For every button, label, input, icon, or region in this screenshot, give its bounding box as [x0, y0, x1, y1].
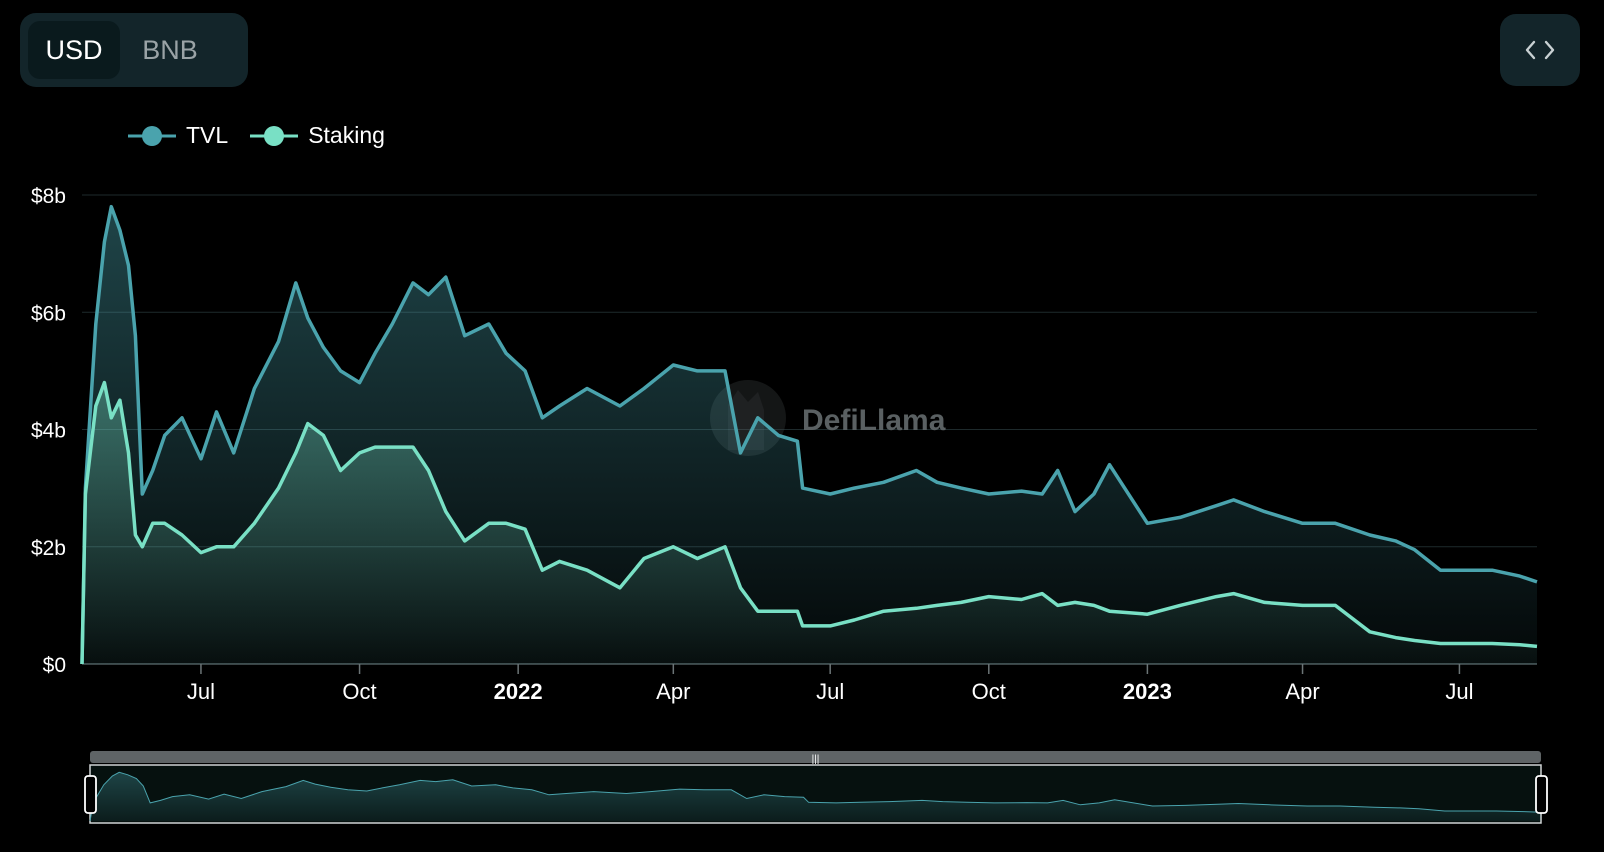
zoom-handle-left[interactable]: [84, 775, 97, 814]
zoom-preview-line: [89, 771, 1542, 822]
zoom-drag-bar[interactable]: [90, 751, 1541, 763]
currency-toggle: USD BNB: [20, 13, 248, 87]
legend-item-staking[interactable]: Staking: [250, 122, 385, 149]
code-brackets-icon: [1525, 40, 1555, 60]
x-tick-label: Jul: [816, 679, 844, 704]
x-tick-label: Apr: [656, 679, 690, 704]
legend-marker-staking: [250, 125, 299, 146]
series-line-tvl: [80, 204, 1538, 665]
legend-label-staking: Staking: [308, 122, 385, 148]
series-line-staking: [80, 380, 1538, 665]
area-layer: [82, 206, 1537, 664]
y-tick-label: $0: [43, 654, 66, 677]
chart-legend: TVL Staking: [128, 122, 385, 149]
drag-grip-icon: |||: [812, 754, 820, 765]
y-tick-label: $8b: [31, 185, 66, 208]
area-staking: [82, 382, 1537, 664]
y-axis: $0 $2b $4b $6b $8b: [31, 185, 66, 677]
x-axis: Jul Oct 2022 Apr Jul Oct 2023 Apr Jul: [187, 664, 1473, 704]
y-tick-label: $4b: [31, 420, 66, 443]
currency-usd-button[interactable]: USD: [28, 21, 120, 79]
x-tick-label: Apr: [1285, 679, 1319, 704]
x-tick-label: Oct: [972, 679, 1006, 704]
y-tick-label: $2b: [31, 537, 66, 560]
x-tick-label: Jul: [1445, 679, 1473, 704]
watermark-text: DefiLlama: [802, 404, 946, 437]
x-tick-label: 2023: [1123, 679, 1172, 704]
legend-item-tvl[interactable]: TVL: [128, 122, 228, 149]
zoom-slider: |||: [84, 751, 1548, 824]
x-tick-label: Oct: [342, 679, 376, 704]
zoom-handle-right[interactable]: [1535, 775, 1548, 814]
y-tick-label: $6b: [31, 302, 66, 325]
zoom-preview-area: [90, 772, 1541, 821]
legend-marker-tvl: [128, 125, 176, 146]
legend-label-tvl: TVL: [186, 122, 229, 148]
line-layer: [80, 204, 1538, 665]
x-tick-label: 2022: [494, 679, 543, 704]
embed-button[interactable]: [1500, 14, 1580, 86]
x-tick-label: Jul: [187, 679, 215, 704]
currency-bnb-button[interactable]: BNB: [142, 34, 198, 65]
